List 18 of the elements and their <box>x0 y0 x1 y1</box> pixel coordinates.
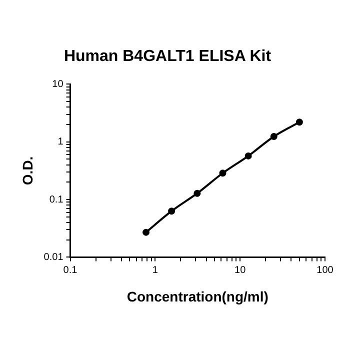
x-tick-label: 100 <box>316 264 334 276</box>
point <box>168 208 176 215</box>
point <box>244 152 252 160</box>
chart-title: Human B4GALT1 ELISA Kit <box>64 48 272 66</box>
y-tick-label: 0.1 <box>49 194 64 206</box>
x-tick-label: 1 <box>152 264 158 276</box>
y-axis-title: O.D. <box>19 156 36 186</box>
x-tick-label: 0.1 <box>63 264 78 276</box>
y-tick-label: 0.01 <box>44 252 64 263</box>
point <box>142 228 150 236</box>
x-axis-title: Concentration(ng/ml) <box>126 288 268 304</box>
point <box>270 132 278 140</box>
point <box>219 170 226 177</box>
y-tick-label: 10 <box>52 78 64 90</box>
point <box>194 190 201 197</box>
point <box>296 118 303 126</box>
x-tick-label: 10 <box>234 264 246 276</box>
y-tick-label: 1 <box>58 136 64 148</box>
